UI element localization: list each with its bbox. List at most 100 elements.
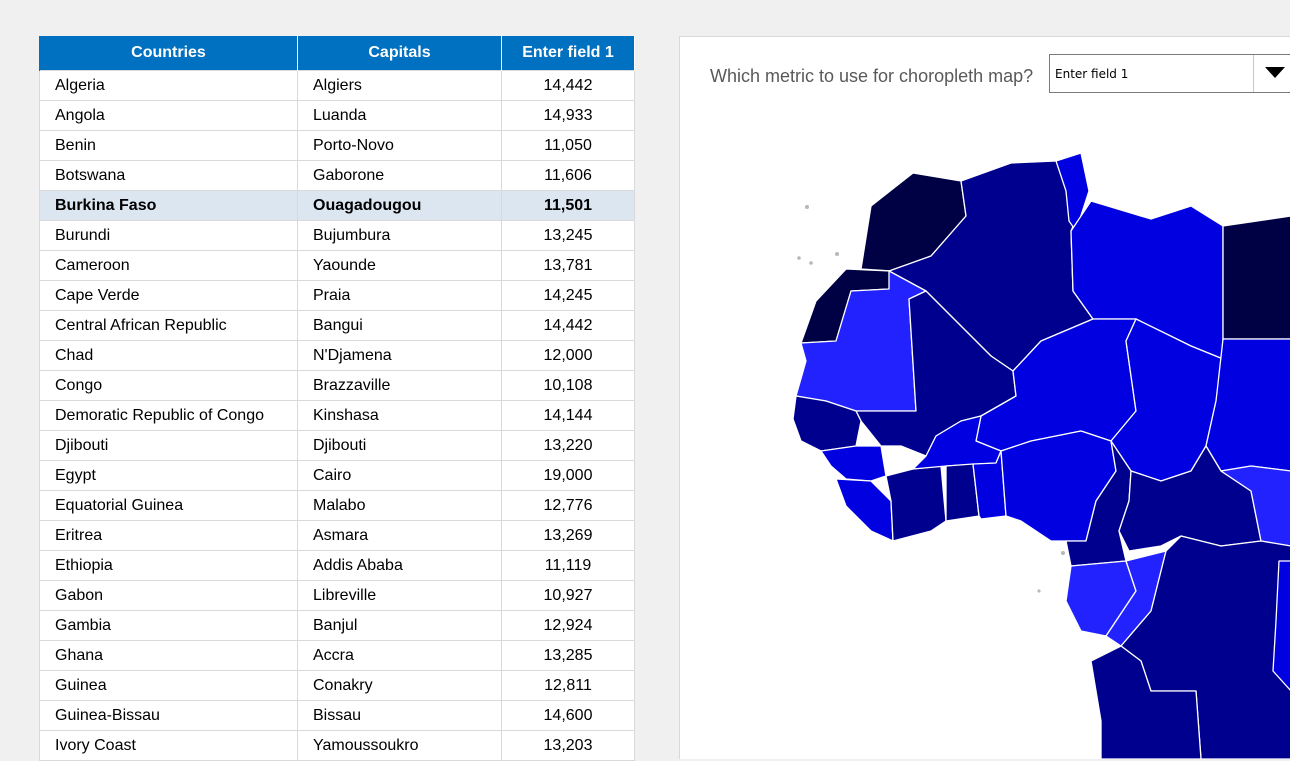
cell-capital[interactable]: Praia [297,280,502,311]
table-row[interactable]: Djibouti Djibouti 13,220 [39,430,635,461]
metric-dropdown[interactable]: Enter field 1 [1049,54,1290,93]
map-region-south-sudan[interactable] [1220,465,1290,547]
cell-value[interactable]: 13,203 [501,730,635,761]
table-row[interactable]: Guinea-Bissau Bissau 14,600 [39,700,635,731]
cell-capital[interactable]: Algiers [297,70,502,101]
cell-value[interactable]: 11,050 [501,130,635,161]
cell-capital[interactable]: Porto-Novo [297,130,502,161]
cell-capital[interactable]: Bissau [297,700,502,731]
cell-capital[interactable]: Bujumbura [297,220,502,251]
cell-country[interactable]: Gambia [39,610,298,641]
table-row[interactable]: Botswana Gaborone 11,606 [39,160,635,191]
cell-value[interactable]: 10,108 [501,370,635,401]
cell-value[interactable]: 13,781 [501,250,635,281]
cell-country[interactable]: Benin [39,130,298,161]
map-region-egypt[interactable] [1222,215,1290,340]
table-row[interactable]: Burkina Faso Ouagadougou 11,501 [39,190,635,221]
cell-value[interactable]: 10,927 [501,580,635,611]
dropdown-button[interactable] [1253,55,1290,92]
cell-value[interactable]: 14,442 [501,310,635,341]
table-row[interactable]: Benin Porto-Novo 11,050 [39,130,635,161]
cell-value[interactable]: 14,245 [501,280,635,311]
cell-country[interactable]: Cape Verde [39,280,298,311]
cell-capital[interactable]: Banjul [297,610,502,641]
cell-value[interactable]: 19,000 [501,460,635,491]
table-row[interactable]: Equatorial Guinea Malabo 12,776 [39,490,635,521]
cell-country[interactable]: Demoratic Republic of Congo [39,400,298,431]
cell-country[interactable]: Egypt [39,460,298,491]
cell-capital[interactable]: Luanda [297,100,502,131]
cell-capital[interactable]: Djibouti [297,430,502,461]
cell-country[interactable]: Ghana [39,640,298,671]
table-row[interactable]: Eritrea Asmara 13,269 [39,520,635,551]
cell-capital[interactable]: Accra [297,640,502,671]
cell-country[interactable]: Central African Republic [39,310,298,341]
map-region-liberia[interactable] [835,478,894,542]
cell-value[interactable]: 13,220 [501,430,635,461]
cell-value[interactable]: 11,501 [501,190,635,221]
map-region-angola[interactable] [1090,645,1202,759]
cell-country[interactable]: Gabon [39,580,298,611]
cell-value[interactable]: 14,933 [501,100,635,131]
cell-country[interactable]: Ethiopia [39,550,298,581]
cell-value[interactable]: 14,144 [501,400,635,431]
cell-country[interactable]: Guinea [39,670,298,701]
map-region-east-africa[interactable] [1272,560,1290,691]
cell-country[interactable]: Angola [39,100,298,131]
cell-capital[interactable]: Asmara [297,520,502,551]
cell-capital[interactable]: Libreville [297,580,502,611]
cell-capital[interactable]: Kinshasa [297,400,502,431]
table-row[interactable]: Gambia Banjul 12,924 [39,610,635,641]
cell-capital[interactable]: Malabo [297,490,502,521]
cell-country[interactable]: Cameroon [39,250,298,281]
table-row[interactable]: Ivory Coast Yamoussoukro 13,203 [39,730,635,761]
cell-capital[interactable]: Bangui [297,310,502,341]
cell-value[interactable]: 14,442 [501,70,635,101]
cell-country[interactable]: Guinea-Bissau [39,700,298,731]
cell-country[interactable]: Djibouti [39,430,298,461]
cell-country[interactable]: Chad [39,340,298,371]
table-row[interactable]: Ethiopia Addis Ababa 11,119 [39,550,635,581]
cell-value[interactable]: 11,119 [501,550,635,581]
cell-capital[interactable]: Addis Ababa [297,550,502,581]
cell-value[interactable]: 12,000 [501,340,635,371]
cell-capital[interactable]: Brazzaville [297,370,502,401]
cell-value[interactable]: 11,606 [501,160,635,191]
cell-capital[interactable]: Yamoussoukro [297,730,502,761]
cell-value[interactable]: 13,269 [501,520,635,551]
cell-value[interactable]: 14,600 [501,700,635,731]
table-row[interactable]: Burundi Bujumbura 13,245 [39,220,635,251]
cell-value[interactable]: 13,245 [501,220,635,251]
table-row[interactable]: Central African Republic Bangui 14,442 [39,310,635,341]
map-region-burkina-faso[interactable] [912,415,1002,470]
cell-country[interactable]: Ivory Coast [39,730,298,761]
table-row[interactable]: Gabon Libreville 10,927 [39,580,635,611]
column-header-capitals[interactable]: Capitals [297,36,502,71]
cell-capital[interactable]: Ouagadougou [297,190,502,221]
cell-capital[interactable]: N'Djamena [297,340,502,371]
cell-country[interactable]: Botswana [39,160,298,191]
cell-capital[interactable]: Conakry [297,670,502,701]
table-row[interactable]: Cameroon Yaounde 13,781 [39,250,635,281]
table-row[interactable]: Congo Brazzaville 10,108 [39,370,635,401]
cell-capital[interactable]: Gaborone [297,160,502,191]
table-row[interactable]: Guinea Conakry 12,811 [39,670,635,701]
cell-country[interactable]: Congo [39,370,298,401]
cell-country[interactable]: Algeria [39,70,298,101]
map-region-guinea[interactable] [820,445,887,482]
table-row[interactable]: Chad N'Djamena 12,000 [39,340,635,371]
cell-value[interactable]: 12,924 [501,610,635,641]
cell-country[interactable]: Burundi [39,220,298,251]
cell-country[interactable]: Eritrea [39,520,298,551]
cell-country[interactable]: Burkina Faso [39,190,298,221]
column-header-countries[interactable]: Countries [39,36,298,71]
table-row[interactable]: Cape Verde Praia 14,245 [39,280,635,311]
table-row[interactable]: Algeria Algiers 14,442 [39,70,635,101]
table-row[interactable]: Egypt Cairo 19,000 [39,460,635,491]
cell-value[interactable]: 13,285 [501,640,635,671]
table-row[interactable]: Angola Luanda 14,933 [39,100,635,131]
cell-capital[interactable]: Yaounde [297,250,502,281]
column-header-enter-field-1[interactable]: Enter field 1 [501,36,635,71]
cell-capital[interactable]: Cairo [297,460,502,491]
map-region-ivory-coast[interactable] [885,465,947,542]
